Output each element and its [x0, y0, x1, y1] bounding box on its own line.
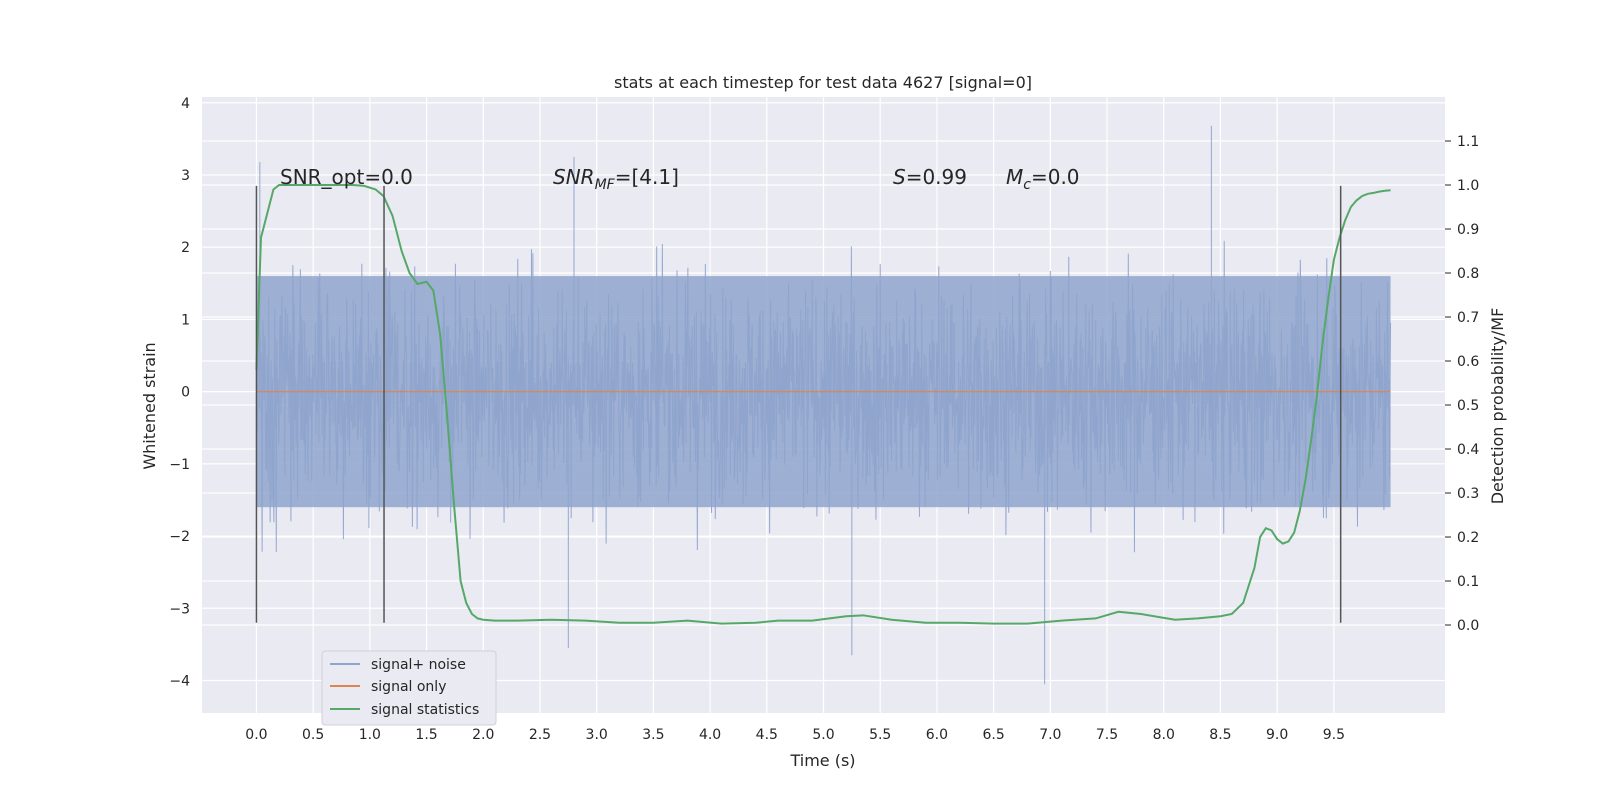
- annotation-mc-value: =0.0: [1031, 165, 1080, 189]
- x-tick-label-6: 3.0: [586, 727, 608, 743]
- y2-tick-label-9: 0.9: [1457, 222, 1479, 238]
- x-tick-label-1: 0.5: [302, 727, 324, 743]
- y-tick-label-7: 3: [181, 168, 190, 184]
- legend-box: [321, 650, 497, 726]
- x-tick-label-12: 6.0: [926, 727, 948, 743]
- annotation-mc-var: M: [1006, 165, 1023, 189]
- annotation-s: S=0.99: [893, 165, 967, 189]
- annotation-snr-mf-sub: MF: [595, 177, 616, 193]
- x-tick-label-3: 1.5: [415, 727, 437, 743]
- series-lines: [255, 184, 1391, 625]
- x-tick-label-19: 9.5: [1323, 727, 1345, 743]
- y-tick-label-2: −2: [169, 529, 190, 545]
- y2-tick-label-7: 0.7: [1457, 310, 1479, 326]
- x-tick-label-15: 7.5: [1096, 727, 1118, 743]
- y2-tick-label-11: 1.1: [1457, 134, 1479, 150]
- legend-label-signal-noise: signal+ noise: [371, 657, 466, 673]
- marker-lines: [255, 185, 1342, 623]
- y2-tick-label-5: 0.5: [1457, 398, 1479, 414]
- annotation-s-var: S: [893, 165, 906, 189]
- x-tick-label-0: 0.0: [245, 727, 267, 743]
- y2-tick-label-1: 0.1: [1457, 574, 1479, 590]
- annotation-snr-mf-rest: =[4.1]: [615, 165, 679, 189]
- y-tick-label-6: 2: [181, 240, 190, 256]
- chart-title: stats at each timestep for test data 462…: [614, 73, 1032, 92]
- x-tick-label-4: 2.0: [472, 727, 494, 743]
- legend-label-signal-only: signal only: [371, 679, 446, 695]
- x-tick-label-11: 5.5: [869, 727, 891, 743]
- y-tick-label-0: −4: [169, 674, 190, 690]
- x-tick-label-2: 1.0: [359, 727, 381, 743]
- y-tick-label-5: 1: [181, 312, 190, 328]
- annotation-snr-opt: SNR_opt=0.0: [280, 165, 413, 189]
- y2-tick-label-10: 1.0: [1457, 178, 1479, 194]
- legend: signal+ noise signal only signal statist…: [321, 650, 497, 726]
- legend-label-signal-statistics: signal statistics: [371, 702, 479, 718]
- y2-tick-label-2: 0.2: [1457, 530, 1479, 546]
- y2-tick-label-6: 0.6: [1457, 354, 1479, 370]
- tick-labels: 0.0 0.5 1.0 1.5 2.0 2.5 3.0 3.5 4.0 4.5 5.0 5.5 6.0 6…: [169, 96, 1479, 743]
- y-tick-label-3: −1: [169, 457, 190, 473]
- y-tick-label-8: 4: [181, 96, 190, 112]
- y-tick-label-4: 0: [181, 385, 190, 401]
- y-axis-label: Whitened strain: [140, 342, 159, 469]
- y2-tick-label-8: 0.8: [1457, 266, 1479, 282]
- x-tick-label-5: 2.5: [529, 727, 551, 743]
- annotation-snr-mf: SNRMF=[4.1]: [553, 165, 679, 193]
- x-tick-label-9: 4.5: [756, 727, 778, 743]
- annotation-mc-sub: c: [1023, 177, 1031, 193]
- x-tick-label-17: 8.5: [1209, 727, 1231, 743]
- x-tick-label-10: 5.0: [812, 727, 834, 743]
- x-tick-label-7: 3.5: [642, 727, 664, 743]
- annotation-s-value: =0.99: [906, 165, 967, 189]
- y2-axis-label: Detection probability/MF: [1488, 308, 1507, 505]
- x-tick-label-14: 7.0: [1039, 727, 1061, 743]
- x-axis-label: Time (s): [789, 751, 855, 770]
- annotation-mc: Mc=0.0: [1006, 165, 1080, 193]
- x-tick-label-13: 6.5: [982, 727, 1004, 743]
- y-tick-label-1: −3: [169, 601, 190, 617]
- y2-tick-label-3: 0.3: [1457, 486, 1479, 502]
- y2-tick-label-0: 0.0: [1457, 618, 1479, 634]
- x-tick-label-16: 8.0: [1153, 727, 1175, 743]
- x-tick-label-8: 4.0: [699, 727, 721, 743]
- x-tick-label-18: 9.0: [1266, 727, 1288, 743]
- annotation-snr-mf-main: SNR: [553, 165, 595, 189]
- series-signal-statistics: [255, 184, 1391, 625]
- y2-tick-label-4: 0.4: [1457, 442, 1479, 458]
